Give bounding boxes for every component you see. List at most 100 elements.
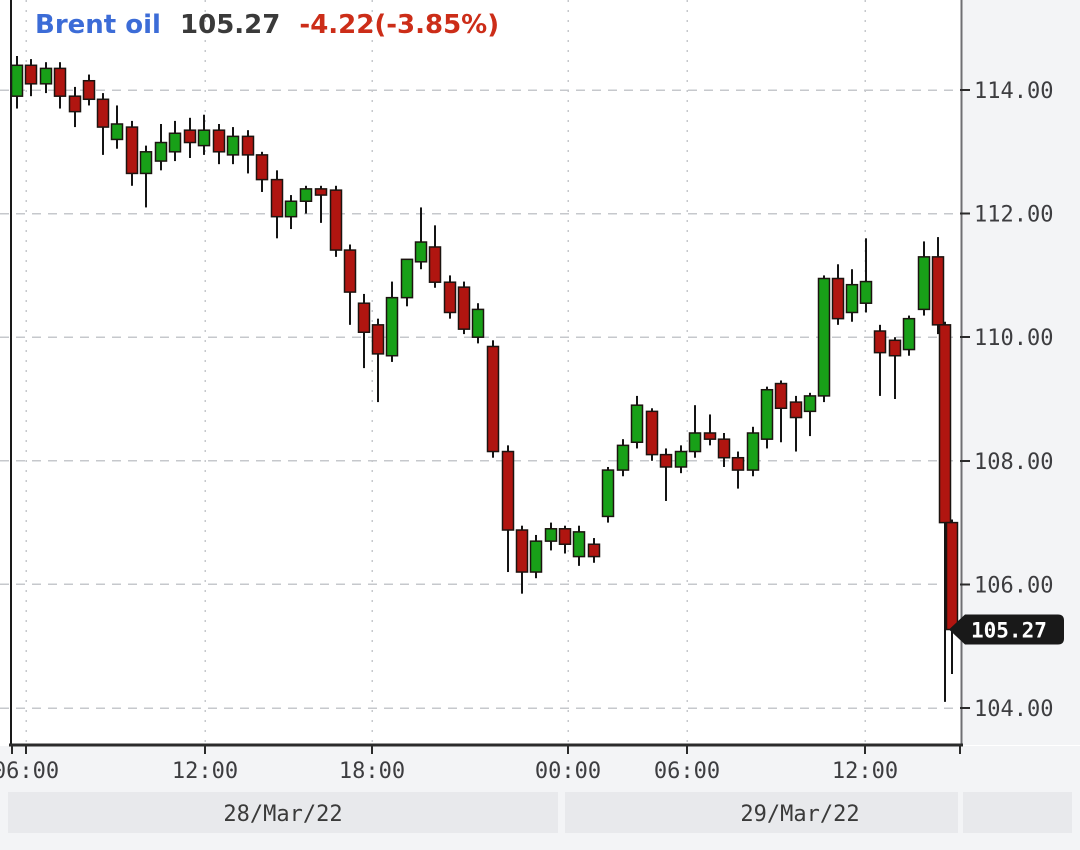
candle[interactable] bbox=[385, 281, 399, 362]
candle[interactable] bbox=[760, 386, 774, 449]
candle[interactable] bbox=[746, 426, 760, 477]
candle[interactable] bbox=[357, 293, 371, 369]
candle-body bbox=[938, 324, 952, 524]
candle-body bbox=[68, 95, 82, 113]
candle[interactable] bbox=[515, 525, 529, 594]
candle[interactable] bbox=[226, 127, 240, 165]
candle[interactable] bbox=[400, 258, 414, 307]
candle-body bbox=[888, 339, 902, 357]
x-tick-label: 12:00 bbox=[832, 759, 898, 784]
candle[interactable] bbox=[587, 538, 601, 563]
candle[interactable] bbox=[457, 281, 471, 335]
candle-body bbox=[902, 317, 916, 351]
candle-body bbox=[96, 98, 110, 128]
candle[interactable] bbox=[731, 451, 745, 489]
candle[interactable] bbox=[197, 114, 211, 155]
candle[interactable] bbox=[873, 324, 887, 396]
candle[interactable] bbox=[902, 315, 916, 356]
candle[interactable] bbox=[774, 380, 788, 443]
candle-body bbox=[859, 280, 873, 304]
candle[interactable] bbox=[645, 408, 659, 461]
y-tick-label: 106.00 bbox=[974, 573, 1053, 598]
candle[interactable] bbox=[154, 123, 168, 171]
candle[interactable] bbox=[241, 130, 255, 174]
candle[interactable] bbox=[39, 62, 53, 94]
candle[interactable] bbox=[125, 120, 139, 186]
candle[interactable] bbox=[471, 303, 485, 344]
candle[interactable] bbox=[859, 238, 873, 313]
candle[interactable] bbox=[24, 59, 38, 97]
candle[interactable] bbox=[68, 86, 82, 128]
y-tick-label: 108.00 bbox=[974, 450, 1053, 475]
candle[interactable] bbox=[314, 185, 328, 223]
candle-body bbox=[457, 286, 471, 330]
candle-body bbox=[674, 450, 688, 468]
candle[interactable] bbox=[917, 241, 931, 316]
x-tick-label: 12:00 bbox=[172, 759, 238, 784]
axis-labels-layer: 114.00 112.00 110.00 108.00 106.00 104.00 06:0… bbox=[0, 79, 1053, 784]
candle[interactable] bbox=[817, 275, 831, 403]
candle[interactable] bbox=[82, 74, 96, 106]
candle-body bbox=[314, 188, 328, 196]
candle[interactable] bbox=[674, 445, 688, 474]
candle[interactable] bbox=[931, 237, 945, 335]
candle-body bbox=[24, 64, 38, 85]
date-band bbox=[963, 792, 1072, 833]
candle[interactable] bbox=[789, 395, 803, 452]
candle[interactable] bbox=[630, 395, 644, 449]
candle[interactable] bbox=[414, 207, 428, 270]
candle[interactable] bbox=[284, 195, 298, 230]
candle[interactable] bbox=[544, 522, 558, 551]
candles-layer[interactable] bbox=[10, 56, 959, 702]
price-tag-value: 105.27 bbox=[971, 619, 1047, 643]
candle[interactable] bbox=[270, 170, 284, 239]
candle[interactable] bbox=[53, 62, 67, 109]
candle[interactable] bbox=[688, 405, 702, 458]
candle-body bbox=[873, 330, 887, 354]
candle[interactable] bbox=[572, 525, 586, 566]
candle[interactable] bbox=[486, 340, 500, 458]
candle[interactable] bbox=[938, 321, 952, 702]
candle[interactable] bbox=[558, 525, 572, 554]
candle[interactable] bbox=[183, 117, 197, 158]
candle-body bbox=[471, 308, 485, 338]
candle[interactable] bbox=[329, 185, 343, 257]
candle-body bbox=[255, 154, 269, 181]
candle[interactable] bbox=[255, 151, 269, 192]
candle[interactable] bbox=[139, 145, 153, 208]
y-tick-label: 110.00 bbox=[974, 326, 1053, 351]
candle[interactable] bbox=[371, 318, 385, 403]
candle[interactable] bbox=[703, 414, 717, 446]
candle[interactable] bbox=[529, 534, 543, 579]
candle[interactable] bbox=[845, 269, 859, 322]
candle-body bbox=[515, 529, 529, 573]
candle[interactable] bbox=[717, 432, 731, 467]
candle[interactable] bbox=[616, 439, 630, 477]
date-band-label: 28/Mar/22 bbox=[223, 802, 342, 827]
candle-body bbox=[197, 129, 211, 147]
candle[interactable] bbox=[501, 445, 515, 573]
candle[interactable] bbox=[888, 337, 902, 399]
candle-body bbox=[601, 469, 615, 518]
candle-body bbox=[385, 296, 399, 357]
candle-body bbox=[645, 410, 659, 456]
candle[interactable] bbox=[299, 185, 313, 214]
candle[interactable] bbox=[428, 225, 442, 288]
candle[interactable] bbox=[659, 448, 673, 501]
candle[interactable] bbox=[803, 392, 817, 437]
candle[interactable] bbox=[168, 120, 182, 162]
y-tick-label: 104.00 bbox=[974, 697, 1053, 722]
candle-body bbox=[400, 258, 414, 299]
candle-body bbox=[501, 450, 515, 531]
candle[interactable] bbox=[212, 123, 226, 165]
candle[interactable] bbox=[831, 264, 845, 325]
candle[interactable] bbox=[443, 275, 457, 319]
y-tick-label: 114.00 bbox=[974, 79, 1053, 104]
candle[interactable] bbox=[96, 93, 110, 155]
candle-body bbox=[760, 388, 774, 440]
candle[interactable] bbox=[343, 244, 357, 325]
candle[interactable] bbox=[601, 466, 615, 523]
candle-body bbox=[343, 249, 357, 293]
candle[interactable] bbox=[110, 105, 124, 149]
